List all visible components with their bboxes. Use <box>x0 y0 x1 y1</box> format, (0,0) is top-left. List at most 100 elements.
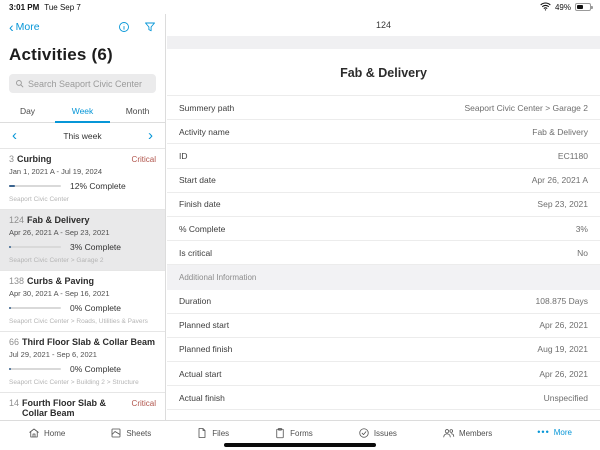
activity-dates: Apr 26, 2021 A - Sep 23, 2021 <box>9 228 110 237</box>
progress-label: 0% Complete <box>70 364 122 374</box>
field-duration: Duration 108.875 Days <box>167 290 600 314</box>
field-percent-complete: % Complete 3% <box>167 217 600 242</box>
detail-nav-title: 124 <box>375 20 392 30</box>
field-label: Activity name <box>179 126 230 137</box>
tab-label: Members <box>458 428 493 438</box>
field-start-date: Start date Apr 26, 2021 A <box>167 169 600 193</box>
sheets-icon <box>110 427 122 439</box>
field-label: Is critical <box>179 247 213 258</box>
tab-label: Sheets <box>126 428 152 438</box>
field-value: Seaport Civic Center > Garage 2 <box>464 102 588 113</box>
field-label: Finish date <box>179 199 221 210</box>
more-icon: ••• <box>537 427 550 437</box>
field-is-critical: Is critical No <box>167 241 600 266</box>
tab-label: Home <box>44 428 66 438</box>
home-indicator[interactable] <box>224 443 376 447</box>
wifi-icon <box>540 2 551 13</box>
field-value: Apr 26, 2021 <box>539 368 588 379</box>
issues-icon <box>358 427 370 439</box>
activity-detail-panel: 124 Fab & Delivery Summery path Seaport C… <box>167 14 600 420</box>
tab-label: Issues <box>373 428 397 438</box>
battery-percent: 49% <box>554 2 571 12</box>
field-planned-finish: Planned finish Aug 19, 2021 <box>167 338 600 363</box>
tab-month[interactable]: Month <box>125 106 150 116</box>
progress-label: 12% Complete <box>70 181 126 191</box>
field-label: Summery path <box>179 102 235 113</box>
tab-home[interactable]: Home <box>28 427 65 439</box>
period-tabs: Day Week Month <box>0 102 165 123</box>
activity-name: Third Floor Slab & Collar Beam <box>22 337 156 347</box>
search-icon <box>15 75 24 93</box>
field-label: Start date <box>179 175 216 186</box>
back-button[interactable]: ‹ More <box>9 20 40 34</box>
activity-name: Fab & Delivery <box>27 215 90 225</box>
info-icon[interactable] <box>118 21 130 33</box>
list-item-third-floor-slab[interactable]: 66 Third Floor Slab & Collar Beam Jul 29,… <box>0 332 165 393</box>
activity-list: 3 Curbing Critical Jan 1, 2021 A - Jul 19,… <box>0 149 165 420</box>
field-actual-finish: Actual finish Unspecified <box>167 386 600 411</box>
activity-dates: Apr 30, 2021 A - Sep 16, 2021 <box>9 289 110 298</box>
breadcrumb: Seaport Civic Center > Roads, Utilities … <box>9 318 148 325</box>
tab-files[interactable]: Files <box>196 427 229 439</box>
week-navigator: ‹ This week › <box>0 123 165 149</box>
activity-name: Fourth Floor Slab & Collar Beam <box>22 398 107 418</box>
breadcrumb: Seaport Civic Center > Garage 2 <box>9 257 104 264</box>
field-label: Actual finish <box>179 392 225 403</box>
progress-label: 3% Complete <box>70 242 122 252</box>
list-item-fab-delivery[interactable]: 124 Fab & Delivery Apr 26, 2021 A - Sep 2… <box>0 210 165 271</box>
tab-sheets[interactable]: Sheets <box>110 427 151 439</box>
field-value: 3% <box>575 223 588 234</box>
field-label: ID <box>179 150 188 161</box>
list-item-fourth-floor-slab[interactable]: 14 Fourth Floor Slab & Collar Beam Critica… <box>0 393 165 420</box>
page-title: Activities (6) <box>9 45 113 64</box>
activity-dates: Jul 29, 2021 - Sep 6, 2021 <box>9 350 97 359</box>
field-value: Apr 26, 2021 <box>539 320 588 331</box>
prev-week-button[interactable]: ‹ <box>12 126 17 144</box>
search-input[interactable]: Search Seaport Civic Center <box>9 74 156 93</box>
tab-more[interactable]: ••• More <box>537 427 572 437</box>
detail-fields: Summery path Seaport Civic Center > Garag… <box>167 95 600 411</box>
field-value: Apr 26, 2021 A <box>531 175 588 186</box>
next-week-button[interactable]: › <box>148 126 153 144</box>
activity-number: 14 <box>9 398 20 408</box>
activity-number: 66 <box>9 337 20 347</box>
battery-icon <box>575 3 593 11</box>
list-item-curbing[interactable]: 3 Curbing Critical Jan 1, 2021 A - Jul 19,… <box>0 149 165 210</box>
progress-bar <box>9 245 61 249</box>
progress-bar <box>9 367 61 371</box>
files-icon <box>196 427 208 439</box>
field-label: Actual start <box>179 368 222 379</box>
field-label: Planned start <box>179 320 230 331</box>
activity-name: Curbing <box>17 154 52 164</box>
tab-forms[interactable]: Forms <box>274 427 313 439</box>
tab-week[interactable]: Week <box>55 102 110 123</box>
activity-name: Curbs & Paving <box>27 276 95 286</box>
search-placeholder: Search Seaport Civic Center <box>28 78 143 89</box>
field-planned-start: Planned start Apr 26, 2021 <box>167 314 600 338</box>
progress-label: 0% Complete <box>70 303 122 313</box>
field-value: 108.875 Days <box>535 296 588 307</box>
members-icon <box>442 427 455 439</box>
week-label: This week <box>63 130 102 141</box>
field-value: Aug 19, 2021 <box>537 344 588 355</box>
back-label: More <box>15 21 40 33</box>
breadcrumb: Seaport Civic Center > Building 2 > Stru… <box>9 379 139 386</box>
tab-day[interactable]: Day <box>19 106 36 116</box>
filter-icon[interactable] <box>144 21 156 33</box>
field-value: No <box>577 247 588 258</box>
list-item-curbs-paving[interactable]: 138 Curbs & Paving Apr 30, 2021 A - Sep 1… <box>0 271 165 332</box>
tab-members[interactable]: Members <box>442 427 492 439</box>
field-id: ID EC1180 <box>167 144 600 169</box>
status-date: Tue Sep 7 <box>44 2 81 12</box>
detail-title: Fab & Delivery <box>340 66 427 80</box>
activity-number: 124 <box>9 215 25 225</box>
status-bar: 3:01 PM Tue Sep 7 49% <box>0 0 600 14</box>
forms-icon <box>274 427 286 439</box>
tab-label: Files <box>212 428 230 438</box>
section-header-additional-information: Additional Information <box>167 265 600 290</box>
field-summery-path: Summery path Seaport Civic Center > Garag… <box>167 96 600 121</box>
activity-number: 3 <box>9 154 15 164</box>
field-value: Unspecified <box>543 392 588 403</box>
field-value: Fab & Delivery <box>532 126 588 137</box>
tab-issues[interactable]: Issues <box>358 427 397 439</box>
